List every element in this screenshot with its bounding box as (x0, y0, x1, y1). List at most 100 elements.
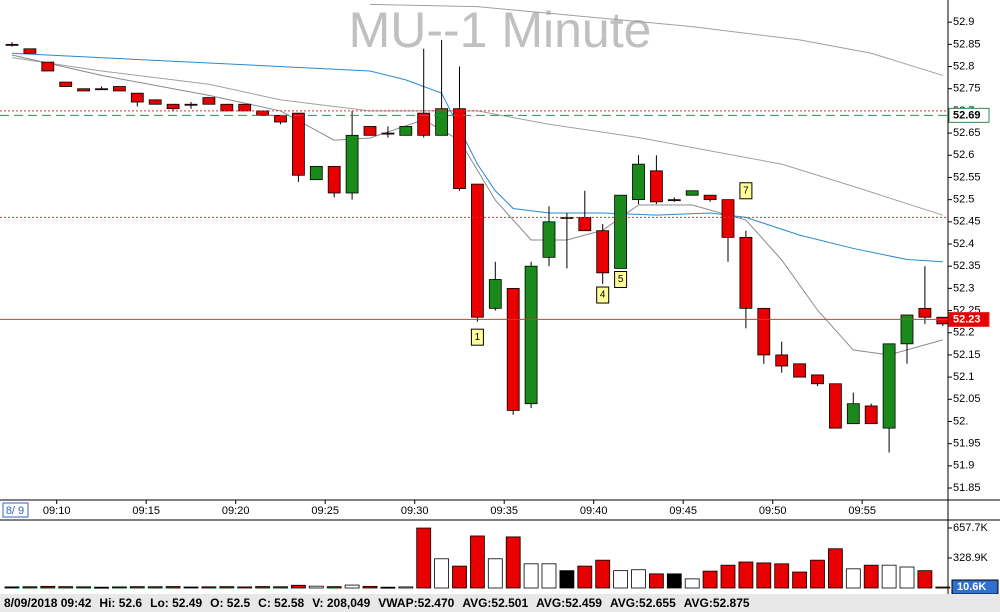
volume-bar (738, 561, 754, 589)
volume-bar (845, 568, 861, 589)
volume-bar (792, 571, 807, 589)
y-tick-label: 52.05 (953, 393, 981, 405)
volume-bar (810, 559, 825, 589)
candle-body (900, 314, 914, 345)
candle-body (453, 108, 466, 189)
candle-body (936, 316, 948, 325)
candle-body (399, 126, 413, 136)
candle-body (435, 108, 449, 136)
status-item: C: 52.58 (258, 596, 305, 610)
volume-bar (935, 586, 951, 589)
candle-body (202, 97, 216, 105)
candle-body (291, 112, 305, 176)
status-item: VWAP:52.470 (378, 596, 455, 610)
candle-body (775, 354, 789, 367)
status-item: O: 52.5 (210, 596, 251, 610)
x-tick-label: 09:10 (43, 505, 71, 517)
candle-body (363, 126, 377, 136)
volume-tick-label: 657.7K (953, 522, 989, 534)
status-bar: 8/09/2018 09:42 Hi: 52.6 Lo: 52.49 O: 52.5 C… (0, 594, 1000, 612)
x-tick-label: 09:40 (580, 505, 608, 517)
volume-bar (541, 563, 557, 589)
volume-bar (702, 570, 718, 589)
price-box-label: 52.23 (953, 313, 981, 325)
candle-body (793, 363, 806, 378)
y-tick-label: 52.15 (953, 349, 981, 361)
y-tick-label: 52.75 (953, 83, 981, 95)
annotation-label: 5 (618, 274, 624, 285)
candle-body (739, 236, 753, 309)
volume-bar (201, 586, 217, 589)
volume-bar (881, 564, 897, 589)
candle-body (238, 103, 252, 112)
candle-body (41, 61, 55, 72)
volume-bar (219, 586, 235, 589)
candle-body (327, 165, 341, 194)
date-label: 8/ 9 (6, 505, 24, 517)
candle-body (667, 199, 681, 202)
annotation-label: 4 (600, 290, 606, 301)
volume-bar (416, 527, 432, 589)
annotation-box (470, 328, 484, 346)
candle-body (506, 287, 520, 411)
candle-body (345, 134, 359, 194)
volume-tick-label: 328.9K (953, 552, 989, 564)
x-tick-label: 09:55 (848, 505, 876, 517)
candle-body (220, 103, 234, 112)
y-tick-label: 52.45 (953, 216, 981, 228)
volume-bar (308, 585, 324, 589)
candle-body (256, 110, 270, 116)
volume-bar (613, 570, 628, 589)
status-item: 8/09/2018 09:42 (4, 596, 92, 610)
candle-body (274, 114, 287, 123)
volume-bar (22, 586, 38, 589)
volume-bar (290, 584, 306, 589)
volume-bar (756, 562, 772, 589)
volume-last-box (951, 579, 999, 594)
candle-body (309, 165, 323, 181)
volume-bar (183, 586, 199, 589)
candle-body (130, 92, 144, 103)
status-item: AVG:52.459 (536, 596, 602, 610)
volume-bar (863, 564, 879, 589)
volume-bar (577, 565, 593, 589)
candle-body (148, 99, 162, 105)
candle-body (918, 307, 932, 318)
volume-bar (559, 570, 575, 589)
volume-bar (487, 558, 503, 589)
candle-body (113, 86, 126, 92)
annotation-label: 7 (743, 185, 749, 196)
candle-body (846, 403, 860, 425)
candle-body (578, 216, 592, 232)
annotation-box (596, 286, 610, 304)
x-tick-label: 09:15 (132, 505, 160, 517)
status-item: Lo: 52.49 (150, 596, 203, 610)
candle-body (685, 190, 699, 196)
volume-bar (94, 586, 109, 589)
indicator-line (11, 52, 943, 263)
volume-bar (380, 586, 396, 589)
y-tick-label: 51.85 (953, 482, 981, 494)
volume-bar (362, 585, 378, 589)
volume-bar (112, 586, 127, 589)
plot-area: 1 4 5 7 (5, 3, 948, 453)
y-tick-label: 51.9 (953, 460, 974, 472)
candle-body (757, 307, 771, 356)
volume-last-label: 10.6K (957, 581, 986, 593)
price-box-label: 52.69 (953, 109, 981, 121)
volume-bar (684, 578, 700, 589)
volume-bar (828, 548, 843, 589)
volume-bar (917, 570, 933, 589)
y-tick-label: 52.8 (953, 60, 974, 72)
volume-bar (129, 586, 145, 589)
candle-body (5, 43, 19, 46)
y-tick-label: 52.3 (953, 282, 974, 294)
y-tick-label: 52.65 (953, 127, 981, 139)
y-tick-label: 51.95 (953, 438, 981, 450)
candle-body (882, 343, 896, 429)
x-tick-label: 09:25 (311, 505, 339, 517)
candle-body (184, 103, 198, 106)
volume-bar (666, 573, 682, 589)
candle-body (95, 88, 108, 91)
status-item: Hi: 52.6 (99, 596, 143, 610)
